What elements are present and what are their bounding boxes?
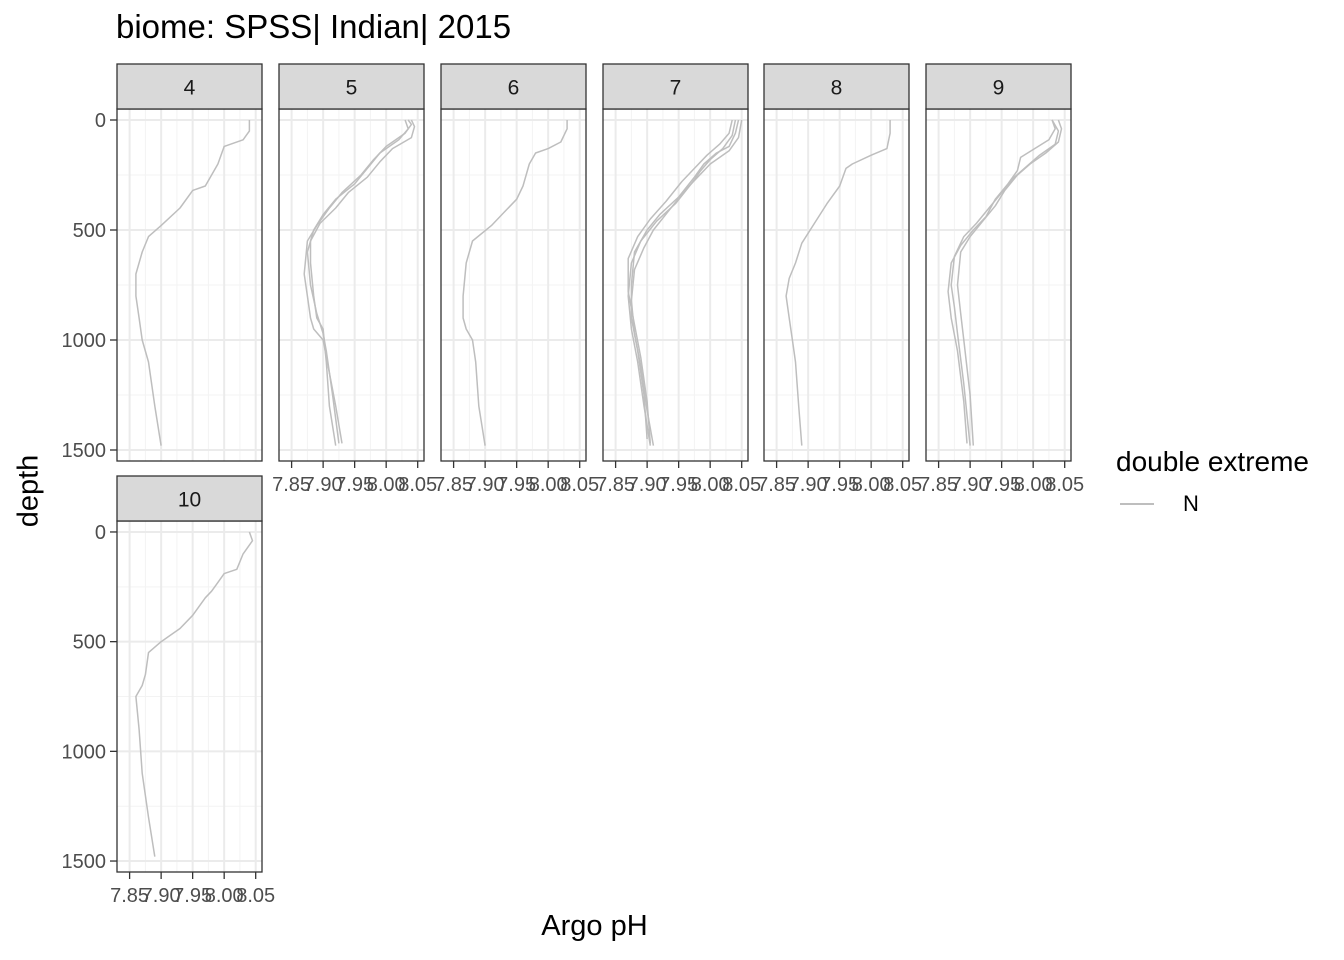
x-tick-label: 8.05 — [722, 474, 761, 496]
facet-strip-label: 8 — [831, 77, 843, 100]
profile-line — [135, 120, 251, 446]
facet-strip — [278, 63, 425, 110]
y-tick-label: 500 — [73, 220, 106, 242]
y-axis-label: depth — [12, 454, 45, 528]
x-tick-label: 7.90 — [142, 885, 181, 907]
facet-strip — [925, 63, 1072, 110]
x-tick-label: 8.05 — [560, 474, 599, 496]
facet-strip-label: 6 — [508, 77, 520, 100]
x-tick-label: 8.00 — [529, 474, 568, 496]
x-tick-label: 7.90 — [789, 474, 828, 496]
y-tick-label: 1500 — [62, 851, 107, 873]
profile-line — [306, 119, 409, 444]
legend-title: double extreme — [1116, 446, 1310, 477]
x-tick-label: 7.90 — [466, 474, 505, 496]
x-tick-label: 7.95 — [982, 474, 1021, 496]
x-tick-label: 8.00 — [852, 474, 891, 496]
legend-key-line — [1118, 488, 1156, 520]
x-tick-label: 8.05 — [236, 885, 275, 907]
x-tick-label: 7.95 — [497, 474, 536, 496]
x-tick-label: 7.95 — [335, 474, 374, 496]
profile-line — [947, 119, 1056, 444]
facet-strip-label: 7 — [670, 77, 682, 100]
profile-line — [462, 120, 568, 446]
x-tick-label: 7.85 — [110, 885, 149, 907]
legend: double extreme N — [1116, 446, 1309, 520]
profile-line — [135, 531, 254, 857]
x-tick-label: 8.05 — [398, 474, 437, 496]
facet-strip-label: 10 — [178, 489, 201, 512]
profile-line — [630, 119, 743, 446]
x-tick-label: 7.85 — [596, 474, 635, 496]
facet-strip — [440, 63, 587, 110]
facet-strip — [763, 63, 910, 110]
facet-strip-label: 9 — [993, 77, 1005, 100]
x-tick-label: 8.00 — [691, 474, 730, 496]
x-tick-label: 7.85 — [272, 474, 311, 496]
x-tick-label: 8.00 — [205, 885, 244, 907]
profile-line — [627, 119, 737, 446]
x-tick-label: 7.85 — [434, 474, 473, 496]
y-tick-label: 0 — [95, 522, 106, 544]
x-tick-label: 7.95 — [820, 474, 859, 496]
x-tick-label: 7.85 — [919, 474, 958, 496]
x-tick-label: 8.05 — [1045, 474, 1084, 496]
chart-title: biome: SPSS| Indian| 2015 — [116, 8, 512, 45]
x-tick-label: 7.90 — [628, 474, 667, 496]
profile-line — [950, 119, 1060, 446]
x-tick-label: 7.90 — [951, 474, 990, 496]
x-tick-label: 7.85 — [757, 474, 796, 496]
y-tick-label: 1000 — [62, 330, 107, 352]
profile-line — [785, 120, 891, 446]
facet-strip — [116, 475, 263, 522]
x-tick-label: 8.00 — [1014, 474, 1053, 496]
y-tick-label: 500 — [73, 632, 106, 654]
facet-strip — [602, 63, 749, 110]
y-tick-label: 0 — [95, 110, 106, 132]
y-tick-label: 1000 — [62, 741, 107, 763]
facet-strip — [116, 63, 263, 110]
x-tick-label: 8.05 — [883, 474, 922, 496]
x-tick-label: 7.95 — [173, 885, 212, 907]
y-tick-label: 1500 — [62, 440, 107, 462]
facet-strip-label: 4 — [184, 77, 196, 100]
legend-entry: N — [1116, 488, 1309, 520]
x-tick-label: 7.90 — [304, 474, 343, 496]
profile-line — [627, 119, 733, 444]
legend-label: N — [1183, 491, 1199, 516]
x-axis-label: Argo pH — [541, 910, 648, 942]
x-tick-label: 8.00 — [367, 474, 406, 496]
x-tick-label: 7.95 — [659, 474, 698, 496]
profile-line — [956, 119, 1063, 446]
facet-strip-label: 5 — [346, 77, 358, 100]
